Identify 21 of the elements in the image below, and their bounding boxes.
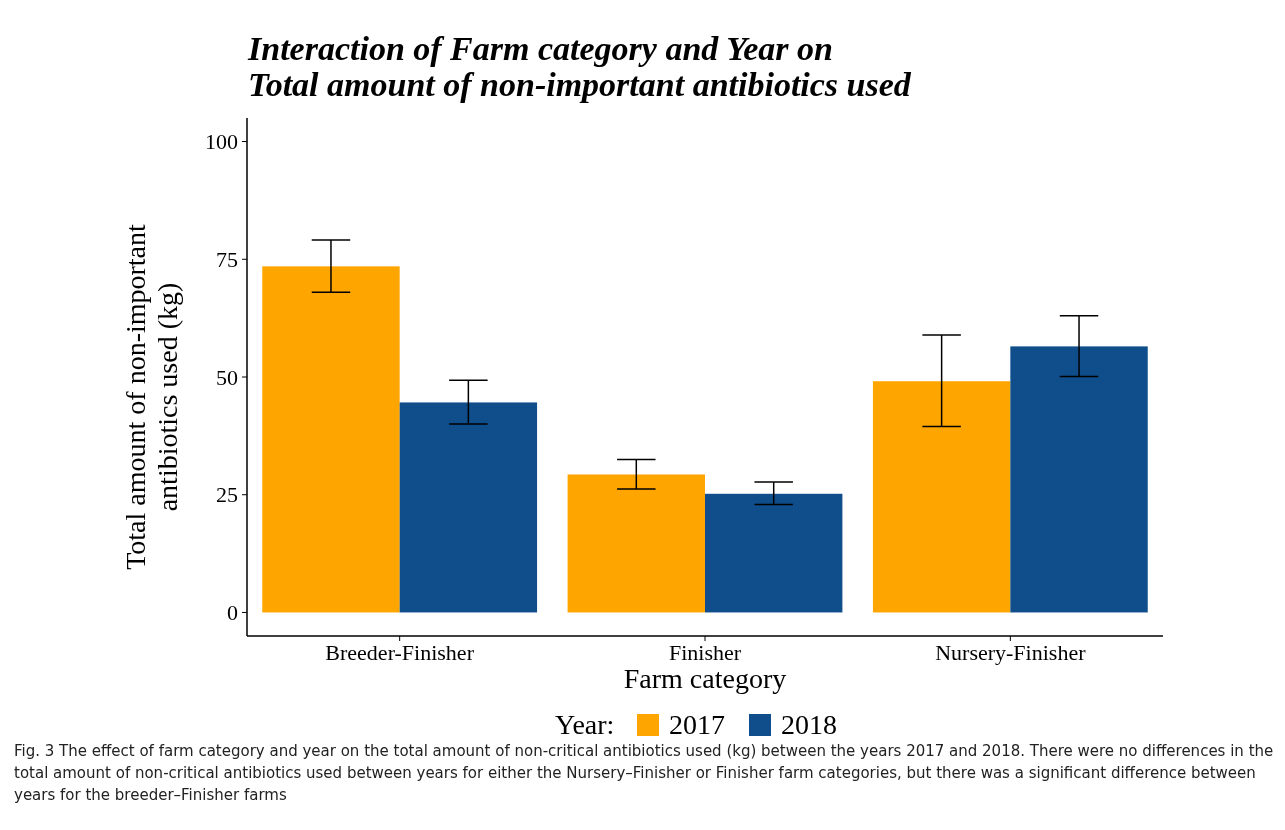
legend-label: 2017 bbox=[669, 709, 725, 740]
x-axis-title: Farm category bbox=[623, 663, 787, 694]
legend-title: Year: bbox=[555, 709, 615, 740]
bar bbox=[705, 493, 843, 613]
y-axis-title: Total amount of non-important antibiotics used (kg) bbox=[120, 223, 183, 570]
y-tick-label: 25 bbox=[216, 482, 238, 508]
bar bbox=[262, 266, 400, 613]
bar bbox=[872, 381, 1011, 613]
x-tick-label: Nursery-Finisher bbox=[935, 640, 1087, 665]
bar bbox=[399, 402, 538, 613]
y-tick-label: 100 bbox=[205, 129, 238, 155]
bar bbox=[567, 474, 705, 613]
x-tick-label: Finisher bbox=[668, 640, 742, 665]
caption: Fig. 3 The effect of farm category and year on the total amount of non-critical antibiotics used (kg) between the years 2017 and 2018. There were no differences in the total amount of non-critical antibiotics used between years for either the Nursery–Finisher or Finisher farm categories, but there was a significant difference between years for the breeder–Finisher farms bbox=[14, 742, 1274, 804]
bar bbox=[1010, 346, 1148, 613]
chart-title: Interaction of Farm category and Year on Total amount of non-important antibiotics used bbox=[247, 30, 912, 103]
y-tick-label: 0 bbox=[227, 600, 238, 626]
y-tick-label: 50 bbox=[216, 364, 238, 390]
legend-label: 2018 bbox=[781, 709, 837, 740]
y-tick-label: 75 bbox=[216, 246, 238, 272]
x-tick-label: Breeder-Finisher bbox=[325, 640, 475, 665]
